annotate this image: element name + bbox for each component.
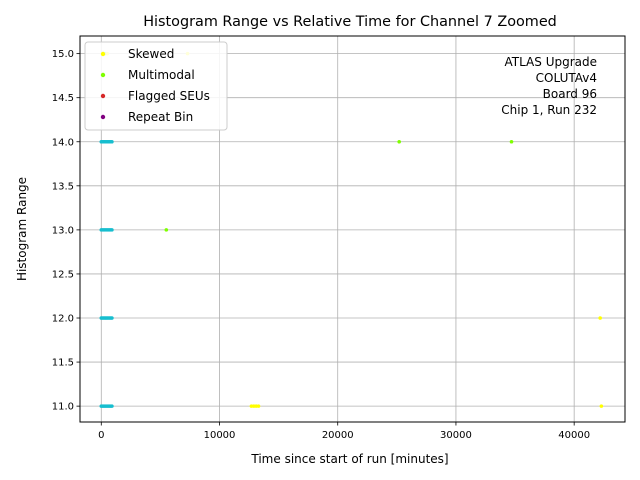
- legend-marker: [100, 93, 106, 99]
- legend-box: [84, 41, 228, 131]
- y-tick-label: 13.5: [52, 181, 74, 192]
- y-tick-label: 12.5: [52, 269, 74, 280]
- legend-label: Multimodal: [128, 68, 195, 82]
- legend-label: Repeat Bin: [128, 110, 193, 124]
- data-point-normal: [110, 316, 114, 320]
- annotation-line: COLUTAv4: [536, 71, 597, 85]
- x-axis-label: Time since start of run [minutes]: [250, 452, 448, 466]
- x-tick-label: 30000: [440, 430, 472, 441]
- chart-title: Histogram Range vs Relative Time for Cha…: [143, 14, 557, 30]
- data-point-normal: [110, 404, 114, 408]
- legend-marker: [100, 72, 106, 78]
- y-axis-label: Histogram Range: [15, 177, 29, 281]
- y-tick-label: 11.5: [52, 358, 74, 369]
- legend-label: Flagged SEUs: [128, 89, 210, 103]
- plot-area-frame: [79, 35, 626, 423]
- legend-marker: [100, 51, 106, 57]
- legend-marker: [100, 114, 106, 120]
- data-point-normal: [110, 139, 114, 144]
- y-tick-label: 12.0: [52, 314, 74, 325]
- x-tick-label: 0: [98, 430, 104, 441]
- y-tick-label: 14.5: [52, 93, 74, 104]
- grid: [80, 36, 625, 422]
- data-point-skewed: [256, 404, 261, 408]
- data-point-skewed: [599, 404, 604, 408]
- legend-label: Skewed: [128, 47, 174, 61]
- data-points: [99, 51, 604, 408]
- x-tick-label: 40000: [558, 430, 590, 441]
- annotation-line: Board 96: [543, 87, 597, 101]
- data-point-normal: [110, 228, 114, 232]
- y-tick-label: 13.0: [52, 225, 74, 236]
- run-annotation: ATLAS Upgrade COLUTAv4 Board 96 Chip 1, Run…: [501, 55, 597, 117]
- annotation-line: ATLAS Upgrade: [504, 55, 597, 69]
- data-point-multimodal: [509, 139, 514, 144]
- data-point-skewed: [598, 316, 602, 320]
- y-tick-label: 15.0: [52, 49, 74, 60]
- y-tick-label: 11.0: [52, 402, 74, 413]
- data-point-multimodal: [397, 139, 401, 144]
- axis-ticks: 0 10000 20000 30000 40000 11.0 11.5 12.0 12.5 13.…: [52, 49, 590, 441]
- data-point-multimodal: [164, 228, 169, 232]
- x-tick-label: 20000: [322, 430, 354, 441]
- legend: Skewed Multimodal Flagged SEUs Repeat Bin: [84, 41, 228, 131]
- y-tick-label: 14.0: [52, 137, 74, 148]
- x-tick-label: 10000: [204, 430, 236, 441]
- annotation-line: Chip 1, Run 232: [501, 103, 597, 117]
